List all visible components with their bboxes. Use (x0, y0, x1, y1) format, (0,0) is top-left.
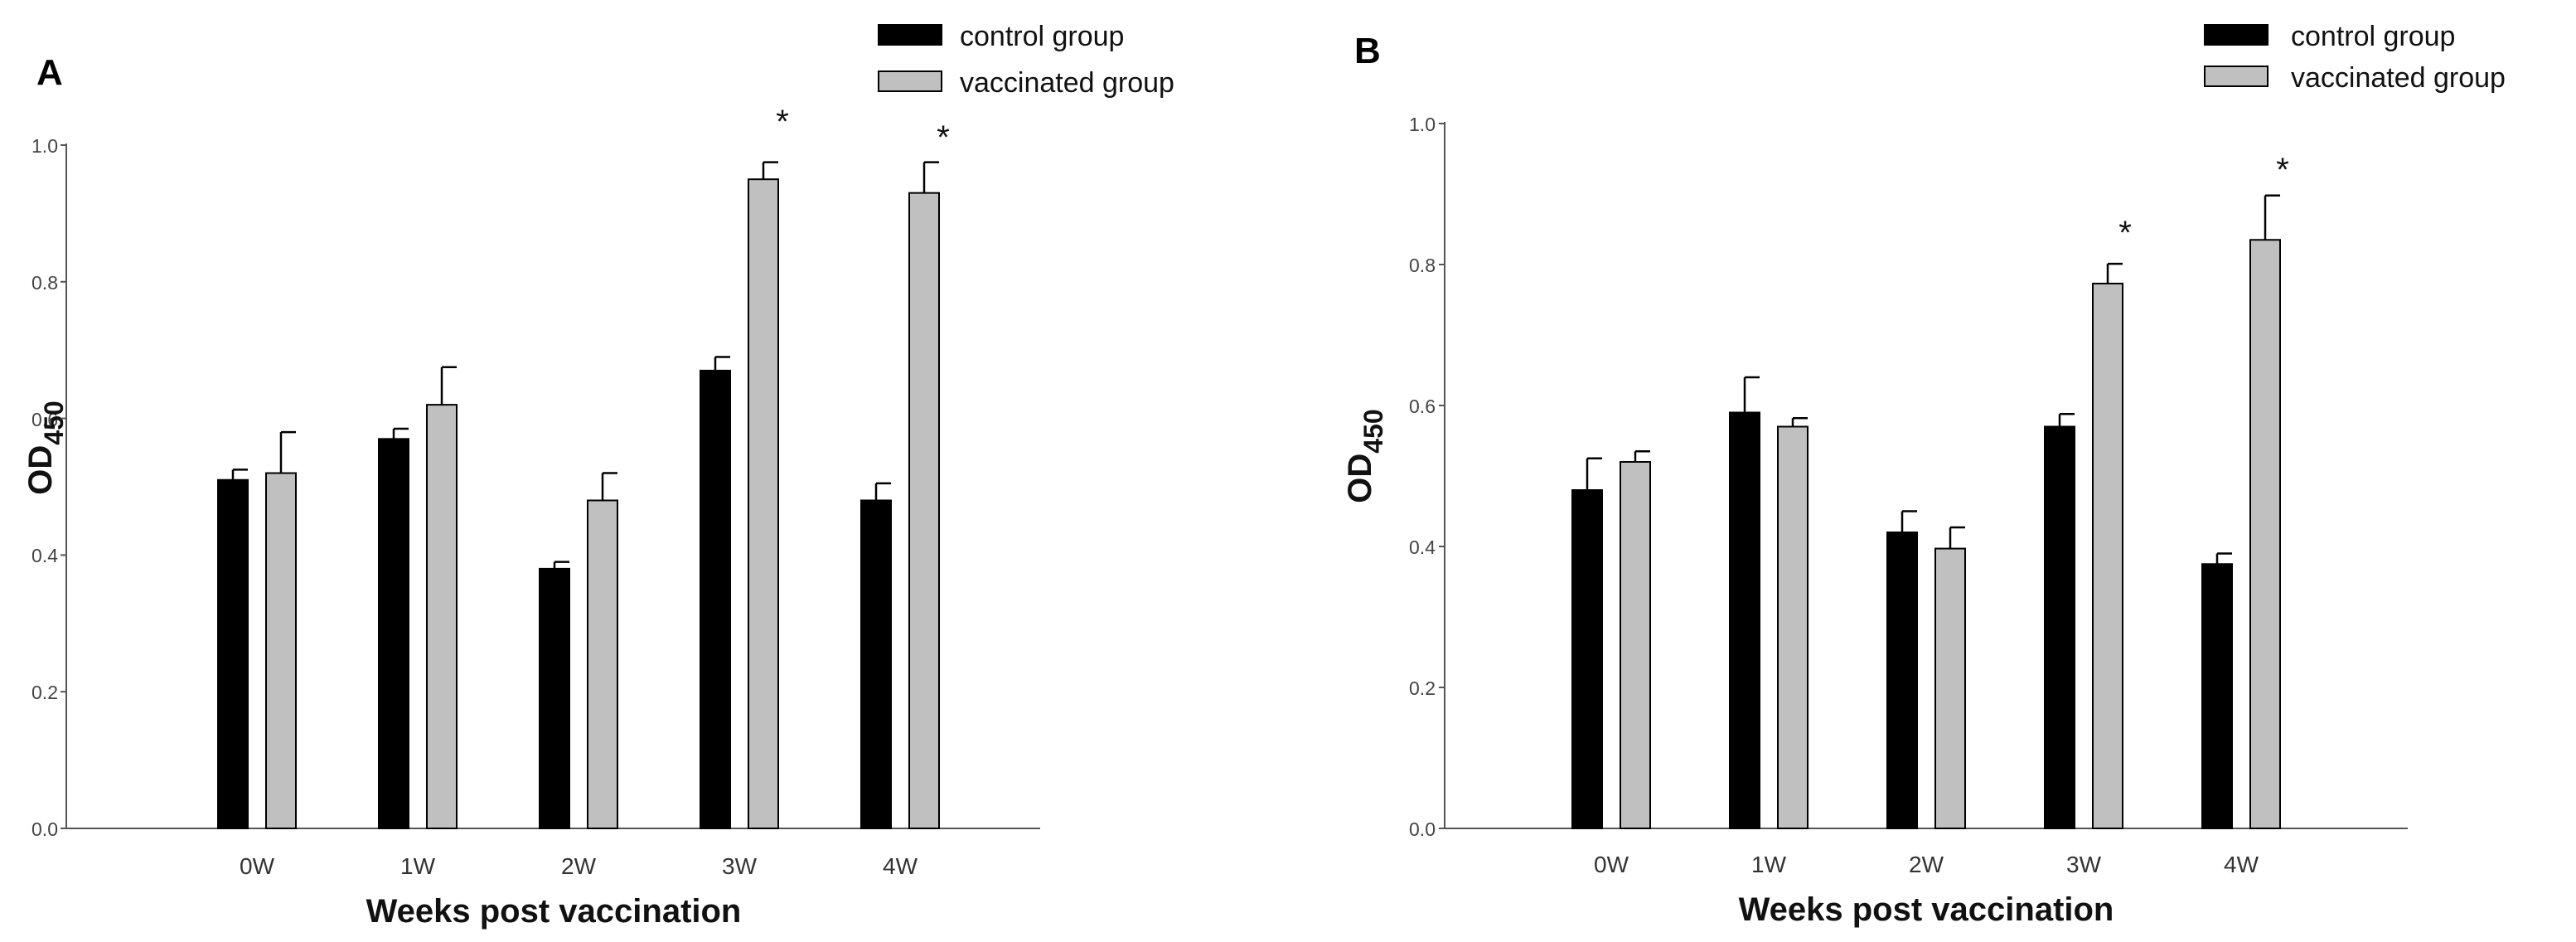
legend-label-control: control group (960, 21, 1124, 52)
x-tick-label: 4W (883, 853, 918, 879)
bar-vaccinated (265, 472, 297, 830)
y-axis-title: OD450 (1342, 409, 1388, 503)
panel-label: B (1354, 31, 1381, 71)
bar-vaccinated (748, 178, 779, 829)
significance-star: * (937, 119, 950, 156)
y-axis-title-main: OD (1342, 454, 1378, 503)
panel-a: A control group vaccinated group 0.0 0.2… (22, 21, 1174, 930)
panel-b: B control group vaccinated group 0.0 0.2… (1342, 21, 2506, 928)
bar-control (1729, 411, 1760, 829)
legend-swatch-control (2204, 24, 2269, 46)
x-tick-label: 3W (722, 853, 758, 879)
x-axis-title: Weeks post vaccination (366, 893, 742, 930)
bar-control (1886, 532, 1918, 829)
significance-star: * (776, 104, 789, 140)
y-tick-label: 0.6 (1409, 396, 1436, 417)
bar-control (860, 499, 892, 829)
bar-vaccinated (2249, 239, 2281, 829)
x-tick-label: 3W (2066, 852, 2102, 877)
bar-control (2044, 425, 2075, 829)
bar-control (2201, 563, 2233, 829)
y-tick-label: 0.6 (31, 409, 58, 430)
bar-vaccinated (2092, 282, 2123, 829)
significance-star: * (2118, 215, 2132, 251)
legend: control group vaccinated group (878, 21, 1174, 99)
legend-label-control: control group (2291, 21, 2455, 52)
legend-swatch-vaccinated (878, 70, 942, 92)
legend-label-vaccinated: vaccinated group (960, 67, 1174, 99)
legend-swatch-control (878, 24, 942, 46)
bar-vaccinated (1934, 547, 1966, 829)
legend: control group vaccinated group (2204, 21, 2506, 94)
bar-vaccinated (587, 499, 618, 829)
y-tick-label: 0.2 (1409, 677, 1436, 699)
y-axis-title-sub: 450 (39, 401, 69, 444)
y-axis-title-sub: 450 (1358, 409, 1388, 453)
bar-vaccinated (1620, 461, 1651, 829)
bar-vaccinated (426, 404, 458, 829)
y-tick-label: 0.4 (1409, 537, 1436, 558)
bar-control (1571, 489, 1603, 829)
y-tick-label: 0.0 (1409, 818, 1436, 840)
y-axis-title: OD450 (22, 401, 69, 494)
x-axis-title: Weeks post vaccination (1739, 891, 2114, 928)
x-tick-label: 1W (1751, 852, 1787, 877)
bar-vaccinated (1777, 425, 1809, 829)
x-tick-label: 2W (1909, 852, 1944, 877)
bar-control (217, 478, 249, 829)
bar-control (539, 567, 570, 829)
y-axis-title-main: OD (22, 445, 59, 495)
bar-vaccinated (908, 192, 940, 829)
y-tick-label: 0.4 (31, 545, 58, 566)
panel-label: A (36, 52, 63, 93)
y-tick-label: 0.8 (31, 272, 58, 294)
legend-label-vaccinated: vaccinated group (2291, 62, 2506, 94)
x-tick-label: 2W (561, 853, 597, 879)
x-tick-label: 0W (1594, 852, 1629, 877)
y-tick-label: 1.0 (31, 135, 58, 157)
x-tick-label: 4W (2224, 852, 2259, 877)
significance-star: * (2276, 152, 2289, 188)
bar-control (700, 369, 731, 830)
x-tick-label: 1W (400, 853, 436, 879)
y-tick-label: 0.0 (31, 818, 58, 840)
y-tick-label: 0.8 (1409, 255, 1436, 276)
y-tick-label: 1.0 (1409, 114, 1436, 135)
y-tick-label: 0.2 (31, 682, 58, 703)
legend-swatch-vaccinated (2204, 66, 2269, 87)
bar-control (378, 438, 409, 829)
x-tick-label: 0W (240, 853, 275, 879)
